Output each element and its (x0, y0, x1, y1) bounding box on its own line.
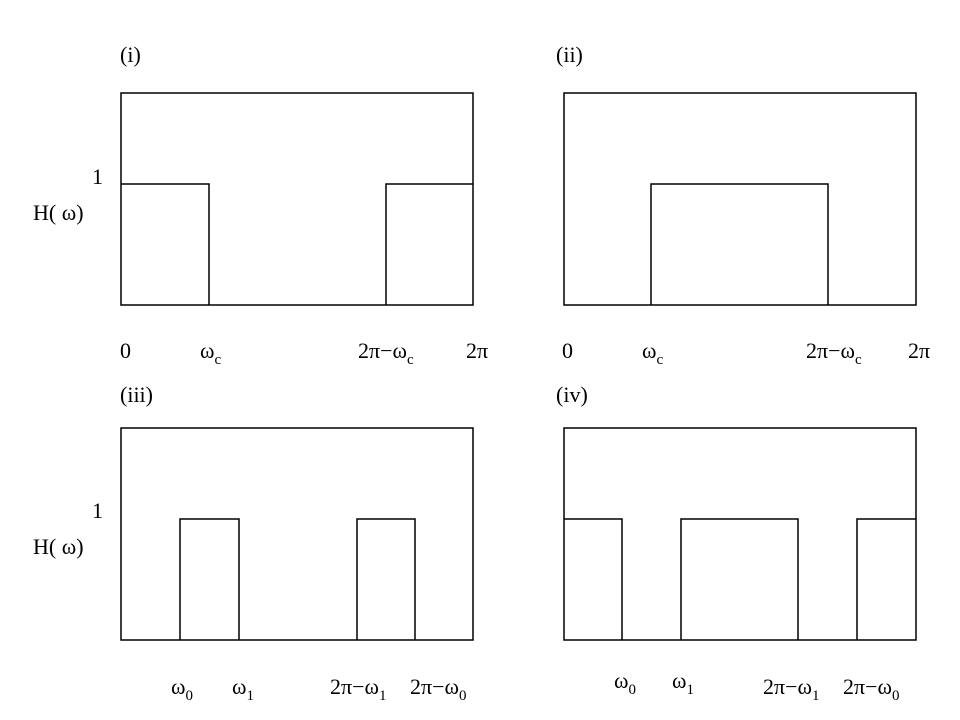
panel-i-tick-4: 2π (466, 338, 488, 363)
panel-iii-y-axis-label: H( ω) (33, 534, 84, 559)
panel-iv-label: (iv) (556, 382, 588, 407)
panel-i-passband-low (121, 183, 210, 305)
panel-iii-tick-2: ω1 (232, 674, 254, 704)
panel-iv-frame (563, 427, 917, 641)
panel-i-y-axis-label: H( ω) (33, 200, 84, 225)
panel-i-tick-3: 2π−ωc (358, 338, 414, 368)
panel-iv-tick-1: ω0 (614, 668, 636, 698)
panel-ii-passband (650, 183, 829, 305)
panel-i-frame (120, 92, 474, 306)
panel-iii-tick-4: 2π−ω0 (410, 674, 467, 704)
panel-i-tick-1: 0 (120, 338, 131, 363)
panel-iii-one-tick: 1 (92, 498, 103, 523)
panel-ii-tick-3: 2π−ωc (806, 338, 862, 368)
panel-iii-label: (iii) (120, 382, 153, 407)
panel-iv-tick-2: ω1 (672, 668, 694, 698)
panel-iv-passband-low (564, 518, 623, 640)
panel-iv-passband-mid (680, 518, 799, 640)
panel-ii-tick-4: 2π (908, 338, 930, 363)
panel-i: (i) 1 H( ω) 0 ωc 2π−ωc 2π (33, 42, 488, 368)
panel-ii: (ii) 0 ωc 2π−ωc 2π (556, 42, 930, 368)
panel-iii-tick-1: ω0 (171, 674, 193, 704)
panel-iii-frame (120, 427, 474, 641)
panel-iii-passband-high (356, 518, 416, 640)
panel-iv: (iv) ω0 ω1 2π−ω1 2π−ω0 (556, 382, 917, 704)
panel-i-one-tick: 1 (92, 164, 103, 189)
panel-i-passband-high (385, 183, 473, 305)
panel-iii-tick-3: 2π−ω1 (330, 674, 387, 704)
panel-iv-tick-3: 2π−ω1 (763, 674, 820, 704)
panel-iv-tick-4: 2π−ω0 (843, 674, 900, 704)
panel-iii-passband-low (179, 518, 240, 640)
panel-ii-tick-1: 0 (562, 338, 573, 363)
panel-ii-label: (ii) (556, 42, 583, 67)
panel-iv-passband-high (856, 518, 916, 640)
panel-ii-tick-2: ωc (642, 338, 663, 368)
panel-ii-frame (563, 92, 917, 306)
panel-iii: (iii) 1 H( ω) ω0 ω1 2π−ω1 2π−ω0 (33, 382, 474, 704)
panel-i-label: (i) (120, 42, 141, 67)
panel-i-tick-2: ωc (200, 338, 221, 368)
